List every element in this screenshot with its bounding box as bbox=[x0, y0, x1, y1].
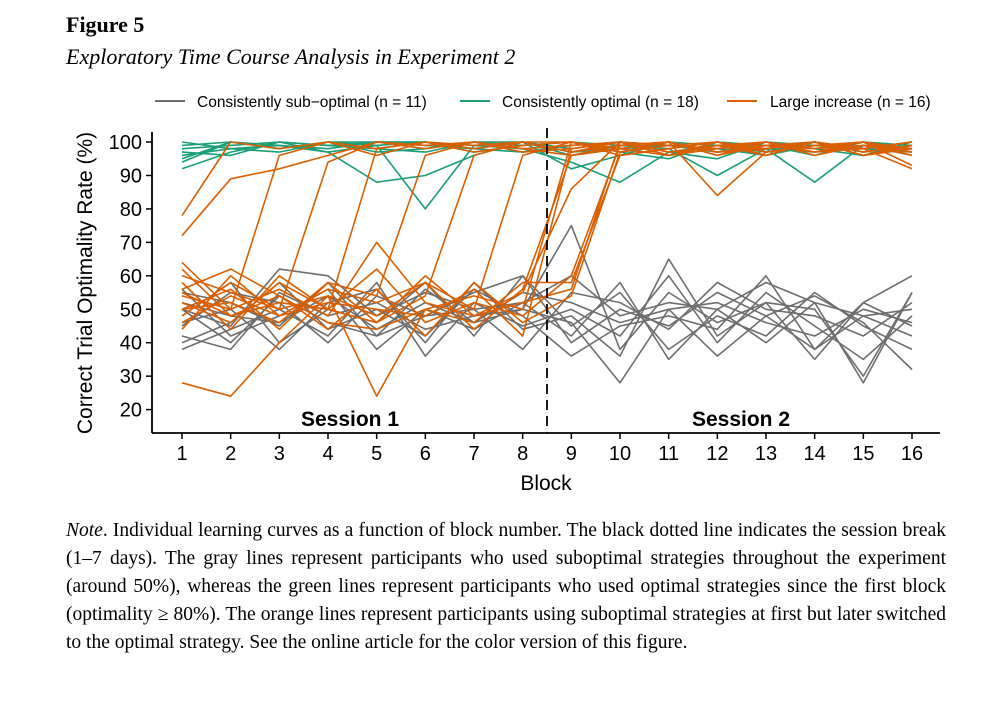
x-tick-label: 13 bbox=[755, 443, 777, 465]
data-lines bbox=[181, 141, 913, 398]
y-axis-label: Correct Trial Optimality Rate (%) bbox=[74, 132, 97, 434]
x-tick-label: 3 bbox=[274, 443, 285, 465]
session-2-label: Session 2 bbox=[692, 408, 790, 431]
figure-title: Exploratory Time Course Analysis in Expe… bbox=[66, 44, 516, 69]
x-tick-label: 15 bbox=[852, 443, 874, 465]
y-tick-label: 50 bbox=[120, 299, 142, 321]
x-tick-label: 10 bbox=[609, 443, 631, 465]
line-chart: Consistently sub−optimal (n = 11) Consist… bbox=[74, 94, 940, 495]
x-tick-label: 11 bbox=[658, 443, 679, 465]
x-tick-label: 9 bbox=[566, 443, 577, 465]
x-tick-label: 6 bbox=[420, 443, 431, 465]
session-1-label: Session 1 bbox=[301, 408, 399, 431]
series-line-2-11 bbox=[181, 141, 913, 331]
note-text: . Individual learning curves as a functi… bbox=[66, 520, 946, 653]
legend-label-0: Consistently sub−optimal (n = 11) bbox=[197, 94, 427, 111]
y-tick-label: 100 bbox=[109, 132, 142, 154]
x-tick-label: 14 bbox=[804, 443, 826, 465]
legend-label-1: Consistently optimal (n = 18) bbox=[502, 94, 699, 111]
figure-label: Figure 5 bbox=[66, 12, 145, 37]
y-tick-label: 90 bbox=[120, 165, 142, 187]
y-tick-label: 70 bbox=[120, 232, 142, 254]
x-tick-label: 4 bbox=[322, 443, 333, 465]
x-tick-label: 1 bbox=[176, 443, 187, 465]
note-label: Note bbox=[66, 520, 103, 541]
legend-label-2: Large increase (n = 16) bbox=[770, 94, 931, 111]
x-tick-label: 5 bbox=[371, 443, 382, 465]
x-tick-label: 7 bbox=[468, 443, 479, 465]
x-tick-label: 8 bbox=[517, 443, 528, 465]
y-tick-label: 40 bbox=[120, 333, 142, 355]
y-tick-label: 20 bbox=[120, 400, 142, 422]
x-tick-label: 2 bbox=[225, 443, 236, 465]
figure-note: Note. Individual learning curves as a fu… bbox=[66, 517, 946, 657]
legend: Consistently sub−optimal (n = 11) Consist… bbox=[155, 94, 931, 111]
y-tick-label: 80 bbox=[120, 199, 142, 221]
y-tick-label: 30 bbox=[120, 366, 142, 388]
x-tick-label: 12 bbox=[706, 443, 728, 465]
x-axis-label: Block bbox=[520, 472, 572, 495]
x-tick-label: 16 bbox=[901, 443, 923, 465]
series-line-2-15 bbox=[181, 141, 913, 331]
y-tick-label: 60 bbox=[120, 266, 142, 288]
